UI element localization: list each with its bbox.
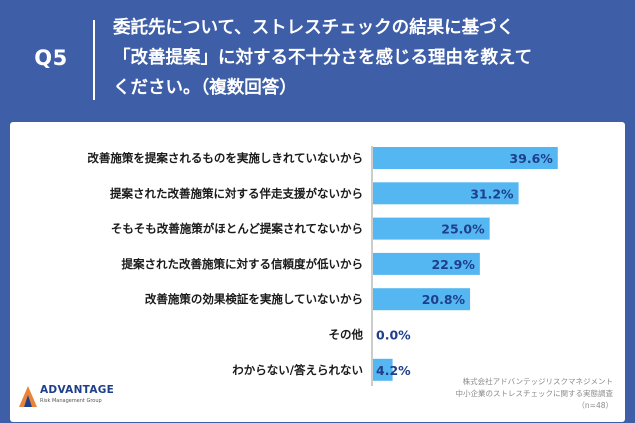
logo-name: ADVANTAGE [40, 384, 115, 396]
bar [373, 358, 393, 381]
source-line-3: （n=48） [577, 401, 613, 410]
chart-card [10, 122, 625, 422]
logo-mark-icon [19, 386, 37, 407]
bar [373, 252, 480, 275]
value-label: 39.6% [509, 151, 553, 166]
category-label: 改善施策を提案されるものを実施しきれていないから [87, 151, 363, 165]
question-text: 委託先について、ストレスチェックの結果に基づく 「改善提案」に対する不十分さを感… [113, 13, 623, 103]
value-label: 25.0% [441, 222, 485, 237]
header: Q5 委託先について、ストレスチェックの結果に基づく 「改善提案」に対する不十分… [0, 0, 635, 118]
bar [373, 288, 471, 311]
bar [373, 182, 519, 205]
value-label: 31.2% [470, 186, 514, 201]
bar [373, 147, 558, 169]
source-line-2: 中小企業のストレスチェックに関する実態調査 [455, 389, 614, 398]
value-label: 4.2% [376, 363, 411, 378]
source-line-1: 株式会社アドバンテッジリスクマネジメント [462, 377, 613, 386]
category-label: 提案された改善施策に対する信頼度が低いから [122, 257, 364, 271]
question-number: Q5 [34, 46, 68, 70]
question-line-1: 委託先について、ストレスチェックの結果に基づく [113, 18, 515, 38]
bar [373, 217, 490, 240]
category-label: 提案された改善施策に対する伴走支援がないから [110, 186, 363, 200]
value-label: 20.8% [422, 292, 466, 307]
source-note: 株式会社アドバンテッジリスクマネジメント 中小企業のストレスチェックに関する実態… [456, 376, 614, 412]
logo-subtitle: Risk Management Group [40, 398, 102, 404]
category-label: わからない/答えられない [232, 363, 363, 377]
value-label: 22.9% [431, 257, 475, 272]
value-label: 0.0% [376, 328, 411, 343]
category-label: その他 [329, 328, 364, 342]
question-line-2: 「改善提案」に対する不十分さを感じる理由を教えて [113, 48, 533, 68]
header-divider [93, 20, 95, 100]
category-label: 改善施策の効果検証を実施していないから [145, 292, 363, 306]
category-label: そもそも改善施策がほとんど提案されてないから [111, 222, 363, 236]
company-logo: ADVANTAGE Risk Management Group [18, 383, 128, 411]
question-line-3: ください。（複数回答） [113, 78, 297, 98]
